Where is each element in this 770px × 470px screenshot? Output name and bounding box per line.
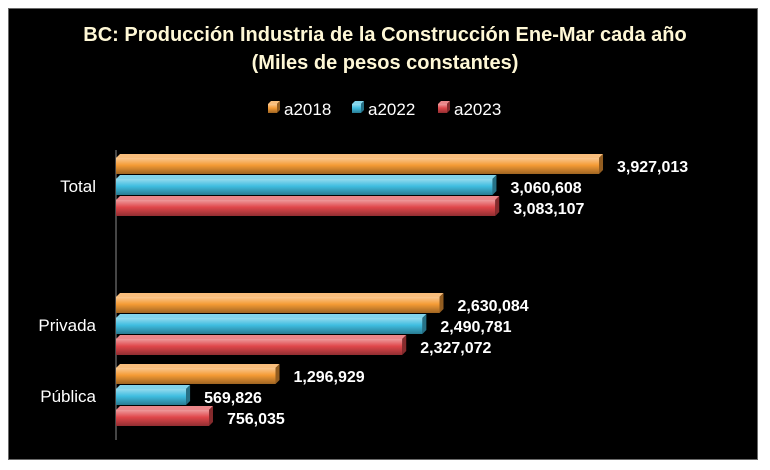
bar-a2022-privada bbox=[116, 314, 427, 334]
bar-a2018-total bbox=[116, 154, 604, 174]
bar-a2018-privada bbox=[116, 293, 444, 313]
legend-item-a2018: a2018 bbox=[268, 100, 331, 119]
bar-a2022-pública bbox=[116, 385, 191, 405]
svg-text:a2022: a2022 bbox=[368, 100, 415, 119]
value-label-a2022-pública: 569,826 bbox=[204, 390, 262, 407]
bar-a2018-pública bbox=[116, 364, 280, 384]
category-label-pública: Pública bbox=[40, 387, 96, 406]
value-label-a2018-pública: 1,296,929 bbox=[294, 369, 365, 386]
legend-item-a2023: a2023 bbox=[438, 100, 501, 119]
bar-a2023-privada bbox=[116, 335, 407, 355]
legend-item-a2022: a2022 bbox=[352, 100, 415, 119]
category-label-total: Total bbox=[60, 177, 96, 196]
bar-a2022-total bbox=[116, 175, 497, 195]
bar-a2023-pública bbox=[116, 406, 213, 426]
svg-text:a2023: a2023 bbox=[454, 100, 501, 119]
value-label-a2018-privada: 2,630,084 bbox=[458, 298, 529, 315]
value-label-a2023-privada: 2,327,072 bbox=[420, 340, 491, 357]
value-label-a2023-pública: 756,035 bbox=[227, 411, 285, 428]
chart-frame bbox=[8, 8, 758, 460]
chart-title: BC: Producción Industria de la Construcc… bbox=[83, 24, 687, 46]
svg-text:a2018: a2018 bbox=[284, 100, 331, 119]
category-label-privada: Privada bbox=[38, 316, 96, 335]
value-label-a2023-total: 3,083,107 bbox=[513, 201, 584, 218]
chart-subtitle: (Miles de pesos constantes) bbox=[251, 52, 519, 74]
value-label-a2018-total: 3,927,013 bbox=[617, 159, 688, 176]
value-label-a2022-total: 3,060,608 bbox=[510, 180, 581, 197]
bar-a2023-total bbox=[116, 196, 500, 216]
value-label-a2022-privada: 2,490,781 bbox=[440, 319, 511, 336]
